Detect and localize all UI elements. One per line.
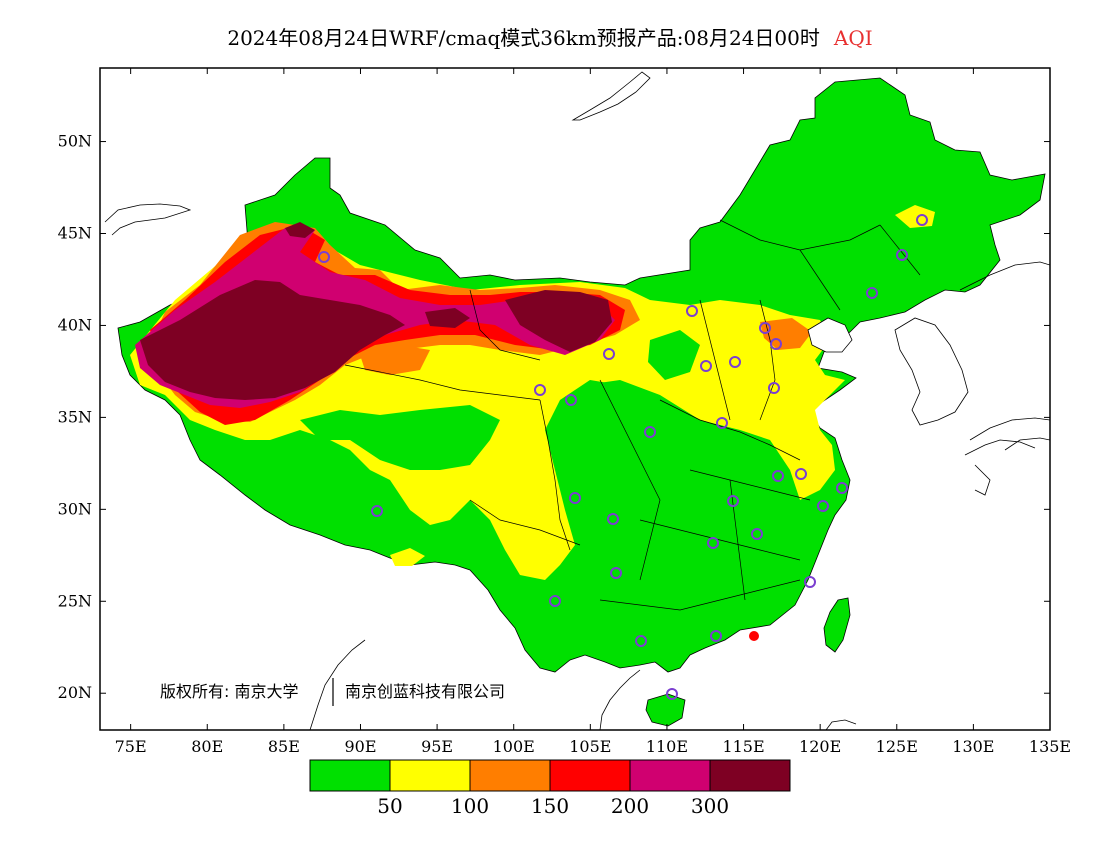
x-tick-label: 115E [722, 737, 764, 756]
y-tick-label: 20N [58, 683, 92, 702]
aqi-zone-good-tibet [300, 405, 500, 470]
station-marker[interactable] [916, 214, 928, 226]
x-tick-label: 85E [268, 737, 300, 756]
x-tick-label: 90E [344, 737, 376, 756]
station-marker[interactable] [644, 426, 656, 438]
station-marker[interactable] [569, 492, 581, 504]
map-layers [104, 71, 1050, 730]
color-legend: 50 100 150 200 300 [309, 759, 791, 818]
aqi-zone-hazardous-junggar [285, 222, 315, 238]
legend-swatch [629, 759, 711, 792]
legend-label: 200 [611, 794, 649, 818]
station-marker[interactable] [716, 417, 728, 429]
province-boundaries [344, 219, 921, 611]
station-marker[interactable] [610, 567, 622, 579]
station-marker[interactable] [666, 688, 678, 700]
x-tick-label: 75E [115, 737, 147, 756]
legend-swatch [549, 759, 631, 792]
station-marker[interactable] [710, 630, 722, 642]
x-tick-label: 80E [191, 737, 223, 756]
credit-company: 南京创蓝科技有限公司 [345, 682, 505, 701]
station-marker[interactable] [804, 576, 816, 588]
aqi-zone-hazardous-hexi [425, 308, 470, 328]
map-frame [99, 67, 1051, 731]
station-marker[interactable] [700, 360, 712, 372]
y-tick-label: 50N [58, 132, 92, 151]
y-tick-label: 35N [58, 407, 92, 426]
legend-label: 50 [377, 794, 402, 818]
legend-swatch [709, 759, 791, 792]
x-tick-label: 95E [421, 737, 453, 756]
station-marker[interactable] [371, 505, 383, 517]
station-marker[interactable] [534, 384, 546, 396]
x-tick-label: 105E [569, 737, 611, 756]
legend-swatch [389, 759, 471, 792]
station-marker[interactable] [751, 528, 763, 540]
station-marker[interactable] [565, 394, 577, 406]
credit-owner: 版权所有: 南京大学 [160, 682, 298, 701]
aqi-hotspot-guangdong [749, 631, 759, 641]
legend-label: 150 [531, 794, 569, 818]
x-tick-label: 100E [493, 737, 535, 756]
x-axis: 75E 80E 85E 90E 95E 100E 105E 110E 115E 120E 125E 1… [115, 68, 1071, 756]
station-marker[interactable] [729, 356, 741, 368]
aqi-zone-hazardous-alxa [505, 290, 612, 352]
taiwan-island [823, 597, 851, 653]
title-variable: AQI [833, 26, 873, 50]
x-tick-label: 135E [1029, 737, 1071, 756]
bohai-sea [807, 317, 853, 353]
station-marker[interactable] [896, 249, 908, 261]
station-marker[interactable] [318, 251, 330, 263]
y-tick-label: 30N [58, 499, 92, 518]
aqi-zone-moderate-northeast [895, 205, 935, 228]
station-marker[interactable] [607, 513, 619, 525]
station-marker[interactable] [817, 500, 829, 512]
legend-swatch [309, 759, 391, 792]
x-tick-label: 120E [799, 737, 841, 756]
station-marker[interactable] [635, 635, 647, 647]
station-marker[interactable] [772, 470, 784, 482]
map-title: 2024年08月24日WRF/cmaq模式36km预报产品:08月24日00时 A… [0, 22, 1100, 51]
aqi-zone-moderate-south [390, 548, 425, 566]
hainan-island [645, 693, 686, 727]
neighbor-coastlines [104, 71, 1050, 730]
y-tick-label: 45N [58, 224, 92, 243]
station-marker[interactable] [549, 595, 561, 607]
legend-label: 100 [451, 794, 489, 818]
station-marker[interactable] [768, 382, 780, 394]
title-main: 2024年08月24日WRF/cmaq模式36km预报产品:08月24日00时 [227, 26, 820, 50]
station-marker[interactable] [795, 468, 807, 480]
station-markers [318, 214, 928, 700]
x-tick-label: 110E [646, 737, 688, 756]
legend-label: 300 [691, 794, 729, 818]
station-marker[interactable] [759, 322, 771, 334]
x-tick-label: 125E [876, 737, 918, 756]
y-tick-label: 40N [58, 315, 92, 334]
station-marker[interactable] [603, 348, 615, 360]
station-marker[interactable] [770, 338, 782, 350]
station-marker[interactable] [727, 495, 739, 507]
legend-swatch [469, 759, 551, 792]
aqi-zone-usg-qaidam [360, 345, 430, 375]
station-marker[interactable] [707, 537, 719, 549]
station-marker[interactable] [686, 305, 698, 317]
aqi-zone-hazardous-tarim [140, 280, 405, 400]
credit: 版权所有: 南京大学 南京创蓝科技有限公司 [160, 678, 505, 706]
x-tick-label: 130E [952, 737, 994, 756]
aqi-zone-usg-hebei [760, 318, 812, 350]
station-marker[interactable] [866, 287, 878, 299]
y-axis: 50N 45N 40N 35N 30N 25N 20N [58, 132, 1050, 702]
aqi-zone-good-loess [648, 330, 700, 380]
station-marker[interactable] [836, 482, 848, 494]
y-tick-label: 25N [58, 591, 92, 610]
aqi-zone-good-central [560, 380, 795, 610]
